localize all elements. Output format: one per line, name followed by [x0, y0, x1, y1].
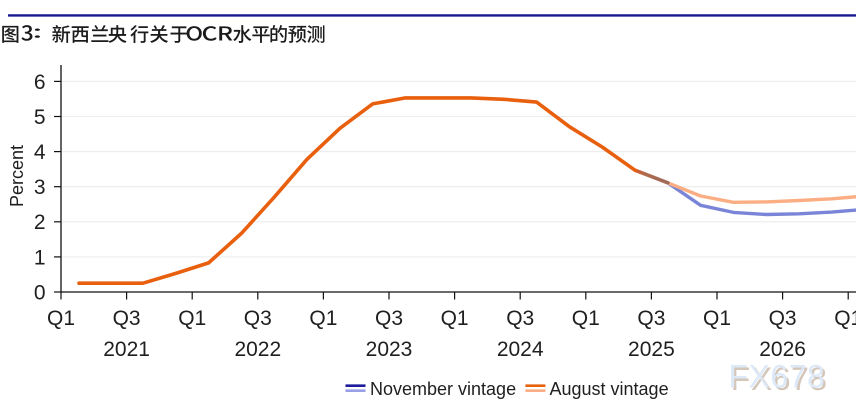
svg-text:Q1: Q1: [441, 307, 469, 330]
svg-text:Q1: Q1: [572, 307, 600, 330]
svg-text:2024: 2024: [497, 338, 544, 361]
svg-text:3: 3: [34, 176, 46, 199]
svg-text:2: 2: [34, 211, 46, 234]
svg-text:6: 6: [34, 71, 46, 94]
svg-text:Q3: Q3: [506, 307, 534, 330]
svg-text:2022: 2022: [234, 338, 281, 361]
svg-text:Q1: Q1: [309, 307, 337, 330]
svg-text:August vintage: August vintage: [550, 379, 669, 399]
svg-text:Q1: Q1: [834, 307, 856, 330]
svg-text:5: 5: [34, 106, 46, 129]
svg-text:Q1: Q1: [703, 307, 731, 330]
svg-text:November vintage: November vintage: [370, 379, 516, 399]
svg-text:FX678: FX678: [731, 361, 828, 397]
svg-text:Q3: Q3: [637, 307, 665, 330]
svg-text:Q3: Q3: [375, 307, 403, 330]
svg-text:FX678: FX678: [729, 359, 826, 395]
svg-text:2026: 2026: [759, 338, 806, 361]
svg-text:Q3: Q3: [244, 307, 272, 330]
svg-text:2025: 2025: [628, 338, 675, 361]
svg-text:4: 4: [34, 141, 46, 164]
svg-text:Q1: Q1: [47, 307, 75, 330]
svg-text:Q1: Q1: [178, 307, 206, 330]
svg-text:1: 1: [34, 246, 46, 269]
svg-text:2021: 2021: [103, 338, 150, 361]
svg-text:Q3: Q3: [769, 307, 797, 330]
svg-text:0: 0: [34, 281, 46, 304]
svg-text:2023: 2023: [366, 338, 413, 361]
svg-text:Q3: Q3: [113, 307, 141, 330]
svg-text:Percent: Percent: [7, 145, 27, 207]
